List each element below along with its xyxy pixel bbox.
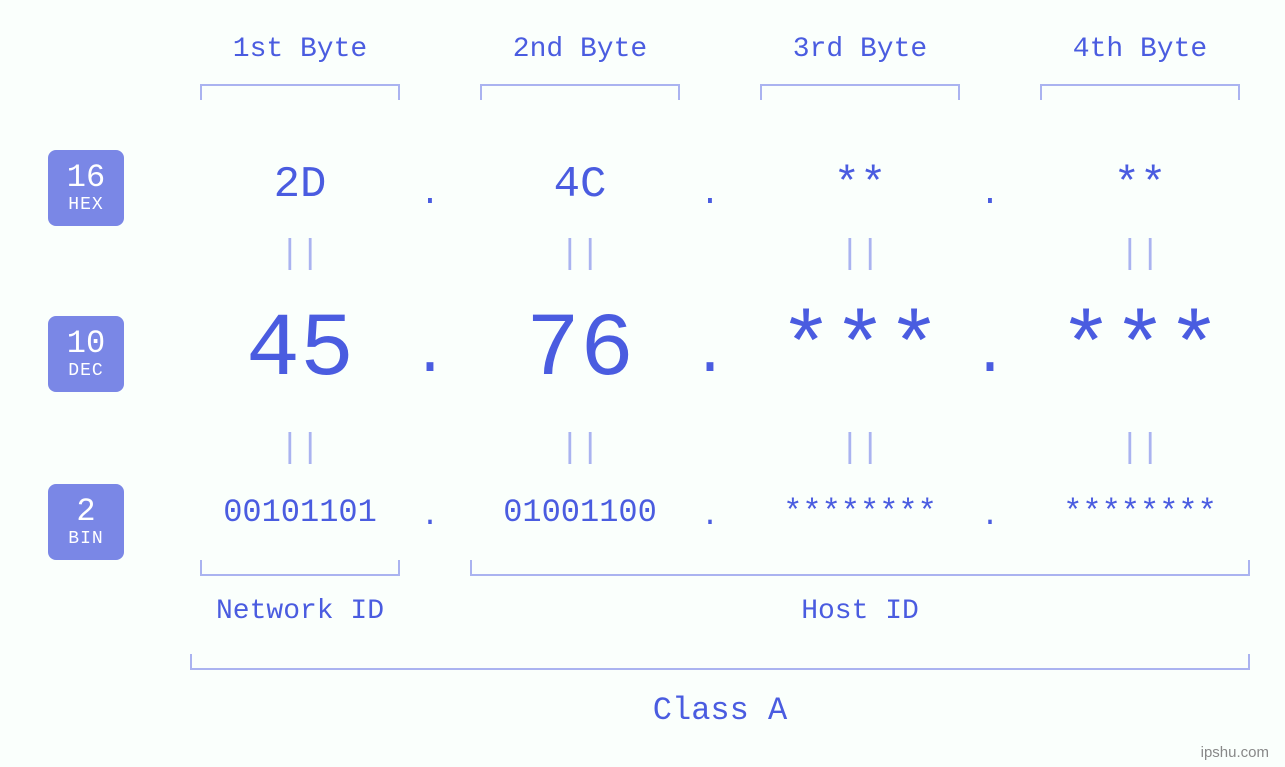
dec-byte-1: 45 <box>170 300 430 402</box>
bracket-class <box>190 654 1250 670</box>
hex-byte-1: 2D <box>190 160 410 210</box>
hex-byte-2: 4C <box>470 160 690 210</box>
badge-hex-num: 16 <box>67 162 105 194</box>
bin-byte-4: ******** <box>1010 494 1270 531</box>
badge-dec-num: 10 <box>67 328 105 360</box>
eq1-2: || <box>470 236 690 274</box>
eq2-2: || <box>470 430 690 468</box>
ip-diagram: 1st Byte 2nd Byte 3rd Byte 4th Byte 16 H… <box>0 0 1285 767</box>
byte-header-4: 4th Byte <box>1030 34 1250 65</box>
label-class: Class A <box>190 692 1250 729</box>
hex-byte-3: ** <box>750 160 970 210</box>
dec-byte-4: *** <box>1010 300 1270 402</box>
badge-hex: 16 HEX <box>48 150 124 226</box>
dec-dot-3: . <box>970 322 1010 390</box>
eq2-3: || <box>750 430 970 468</box>
bracket-byte-3-top <box>760 84 960 100</box>
badge-hex-label: HEX <box>68 196 103 214</box>
hex-byte-4: ** <box>1030 160 1250 210</box>
bracket-host-id <box>470 560 1250 576</box>
bracket-byte-1-top <box>200 84 400 100</box>
bin-dot-3: . <box>975 500 1005 534</box>
byte-header-1: 1st Byte <box>190 34 410 65</box>
hex-dot-1: . <box>415 176 445 214</box>
badge-bin-num: 2 <box>76 496 95 528</box>
bracket-byte-4-top <box>1040 84 1240 100</box>
badge-dec: 10 DEC <box>48 316 124 392</box>
label-network-id: Network ID <box>190 596 410 627</box>
bin-dot-1: . <box>415 500 445 534</box>
bin-byte-2: 01001100 <box>450 494 710 531</box>
dec-byte-3: *** <box>730 300 990 402</box>
bin-byte-3: ******** <box>730 494 990 531</box>
eq1-1: || <box>190 236 410 274</box>
badge-bin-label: BIN <box>68 530 103 548</box>
dec-dot-1: . <box>410 322 450 390</box>
bin-byte-1: 00101101 <box>170 494 430 531</box>
dec-byte-2: 76 <box>450 300 710 402</box>
hex-dot-3: . <box>975 176 1005 214</box>
eq2-4: || <box>1030 430 1250 468</box>
bracket-network-id <box>200 560 400 576</box>
dec-dot-2: . <box>690 322 730 390</box>
bracket-byte-2-top <box>480 84 680 100</box>
eq1-3: || <box>750 236 970 274</box>
label-host-id: Host ID <box>470 596 1250 627</box>
bin-dot-2: . <box>695 500 725 534</box>
byte-header-3: 3rd Byte <box>750 34 970 65</box>
hex-dot-2: . <box>695 176 725 214</box>
watermark: ipshu.com <box>1201 744 1269 761</box>
eq2-1: || <box>190 430 410 468</box>
byte-header-2: 2nd Byte <box>470 34 690 65</box>
eq1-4: || <box>1030 236 1250 274</box>
badge-dec-label: DEC <box>68 362 103 380</box>
badge-bin: 2 BIN <box>48 484 124 560</box>
